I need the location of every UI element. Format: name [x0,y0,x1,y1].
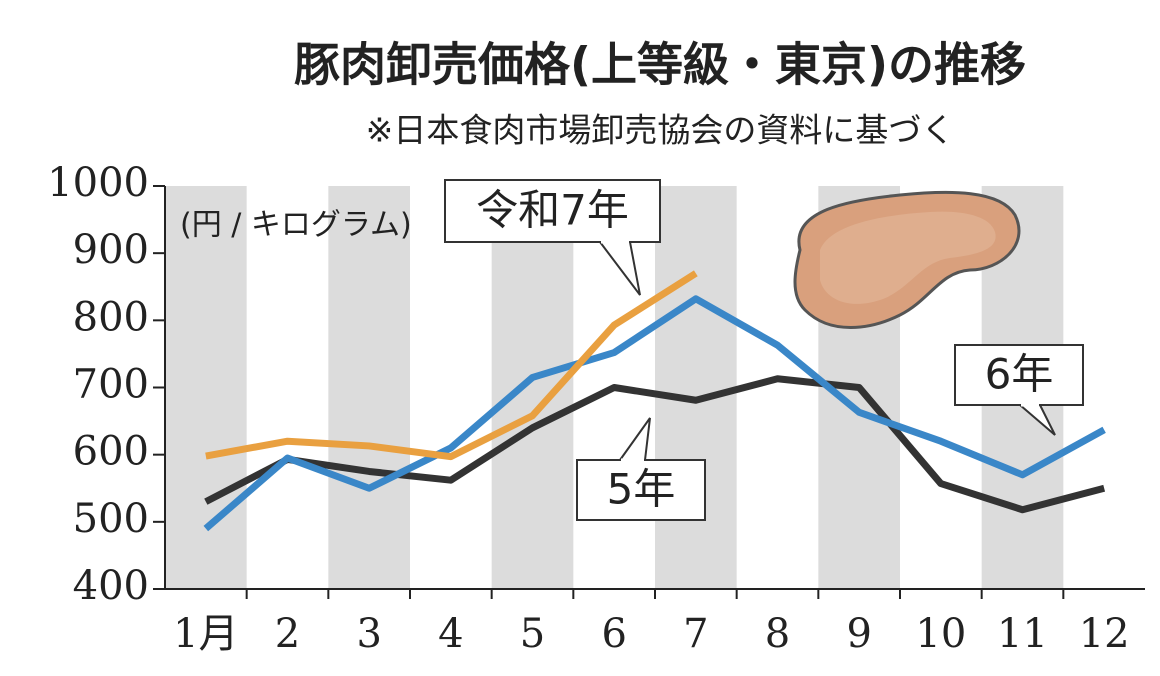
pork-highlight [820,211,996,304]
y-tick-label: 1000 [47,160,149,206]
band [328,186,410,589]
chart-title: 豚肉卸売価格(上等級・東京)の推移 [294,38,1026,92]
x-tick-label: 3 [356,611,381,657]
x-tick-label: 10 [915,611,966,657]
x-tick-label: 12 [1079,611,1130,657]
x-tick-label: 9 [846,611,871,657]
x-tick-label: 8 [765,611,790,657]
y-tick-label: 700 [73,362,149,408]
y-tick-label: 800 [73,294,149,340]
x-tick-label: 2 [275,611,300,657]
legend-label: 6年 [985,350,1054,399]
callout-box [576,459,706,521]
callout-pointer [619,417,651,461]
band [655,186,737,589]
legend-label: 令和7年 [476,186,629,235]
y-tick-label: 500 [73,496,149,542]
series-line [205,270,698,461]
y-tick-label: 900 [73,227,149,273]
x-tick-label: 6 [601,611,626,657]
x-tick-label: 1月 [173,611,238,657]
x-tick-label: 5 [520,611,545,657]
legend-label: 5年 [607,465,676,514]
callout-box [444,179,661,243]
callout-pointer [599,241,641,296]
y-tick-label: 600 [73,429,149,475]
x-tick-label: 4 [438,611,463,657]
callout-pointer [1019,404,1056,436]
y-tick-label: 400 [73,563,149,609]
series-line [204,375,1106,514]
x-tick-label: 7 [683,611,708,657]
band [165,186,247,589]
series-line [203,295,1106,532]
callout-box [954,344,1084,406]
x-tick-label: 11 [997,611,1048,657]
chart-subtitle: ※日本食肉市場卸売協会の資料に基づく [366,111,955,150]
y-axis-label: (円 / キログラム) [180,208,412,243]
